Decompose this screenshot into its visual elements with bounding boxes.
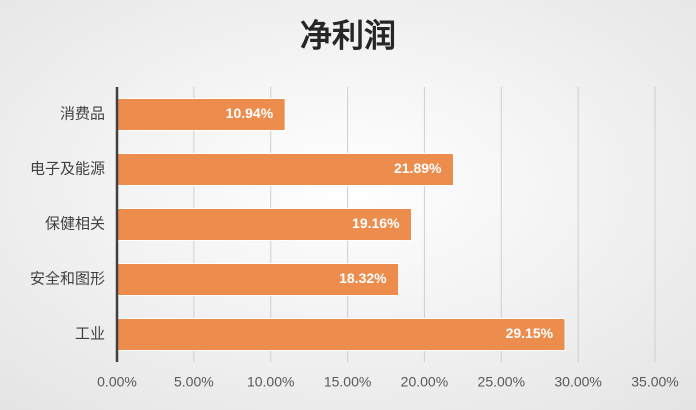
x-tick-label: 15.00%	[324, 374, 371, 390]
x-tick-label: 0.00%	[97, 374, 137, 390]
x-tick-label: 25.00%	[478, 374, 525, 390]
x-tick-label: 10.00%	[247, 374, 294, 390]
y-tick-label: 工业	[75, 325, 105, 342]
bar	[116, 263, 400, 296]
x-tick-label: 35.00%	[631, 374, 678, 390]
y-tick-label: 保健相关	[45, 215, 105, 232]
x-tick-label: 20.00%	[401, 374, 448, 390]
bar	[116, 318, 566, 351]
data-label: 19.16%	[352, 215, 400, 231]
y-tick-label: 安全和图形	[30, 269, 105, 287]
x-tick-label: 5.00%	[174, 374, 214, 390]
y-tick-label: 消费品	[60, 105, 105, 122]
chart-title: 净利润	[300, 17, 396, 53]
bar	[116, 153, 454, 186]
y-tick-label: 电子及能源	[30, 160, 105, 177]
x-tick-label: 30.00%	[554, 374, 601, 390]
data-label: 18.32%	[339, 270, 387, 286]
data-label: 29.15%	[506, 325, 554, 341]
data-label: 21.89%	[394, 160, 442, 176]
data-label: 10.94%	[226, 105, 274, 121]
bar	[116, 98, 286, 131]
